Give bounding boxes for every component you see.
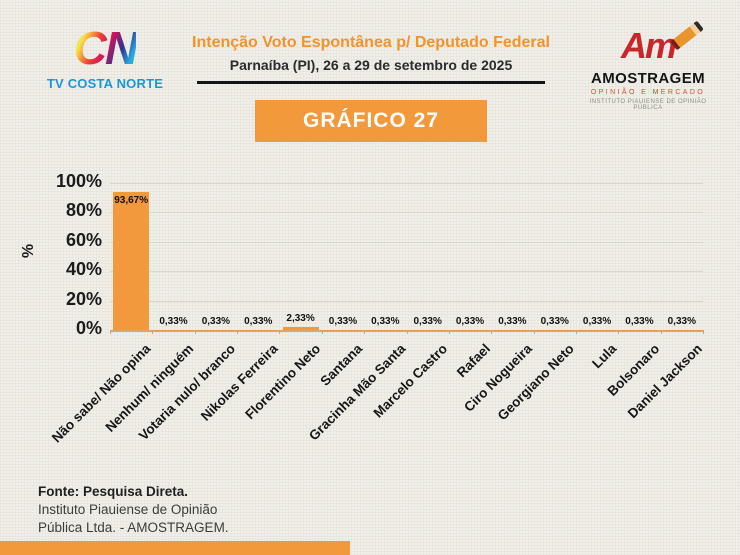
x-axis-tick xyxy=(575,330,577,334)
bar-value-label: 0,33% xyxy=(582,315,612,327)
institute-subtext: INSTITUTO PIAUIENSE DE OPINIÃO PÚBLICA xyxy=(589,99,707,111)
x-axis-tick xyxy=(321,330,323,334)
x-axis-tick xyxy=(364,330,366,334)
x-axis-tick xyxy=(533,330,535,334)
institute-tagline: OPINIÃO E MERCADO xyxy=(590,89,706,96)
bar-value-label: 0,33% xyxy=(413,315,442,327)
bar xyxy=(282,326,319,330)
y-tick-label: 80% xyxy=(65,200,102,221)
x-axis-tick xyxy=(703,330,704,334)
source-note: Fonte: Pesquisa Direta. Instituto Piauie… xyxy=(38,483,229,537)
station-logo: CN TV COSTA NORTE xyxy=(38,22,172,91)
x-axis-tick xyxy=(237,330,239,334)
bar-value-label: 93,67% xyxy=(114,195,149,207)
category-label: Lula xyxy=(589,341,620,372)
y-tick-label: 20% xyxy=(65,288,102,309)
cn-monogram-icon: CN xyxy=(73,22,138,74)
bottom-accent-bar xyxy=(0,541,350,555)
category-label: Rafael xyxy=(453,341,493,381)
page-subtitle: Parnaíba (PI), 26 a 29 de setembro de 20… xyxy=(229,57,513,73)
bar-value-label: 0,33% xyxy=(159,315,188,327)
page-title: Intenção Voto Espontânea p/ Deputado Fed… xyxy=(192,34,550,51)
gridline xyxy=(110,183,703,184)
x-axis-tick xyxy=(152,330,154,334)
gridline xyxy=(110,300,703,302)
bar-value-label: 0,33% xyxy=(244,315,273,327)
am-monogram-icon: Am xyxy=(620,25,677,66)
x-axis-tick xyxy=(491,330,493,334)
header-title-block: Intenção Voto Espontânea p/ Deputado Fed… xyxy=(154,34,588,84)
institute-name: AMOSTRAGEM xyxy=(591,70,705,87)
station-name: TV COSTA NORTE xyxy=(46,76,164,91)
chart-number-banner: GRÁFICO 27 xyxy=(255,100,487,142)
x-axis-tick xyxy=(194,330,196,334)
x-axis-tick xyxy=(448,330,450,334)
institute-logo: Am AMOSTRAGEM OPINIÃO E MERCADO INSTITUT… xyxy=(578,20,718,111)
institute-monogram-row: Am xyxy=(578,20,718,72)
bar-value-label: 2,33% xyxy=(286,312,315,324)
category-label: Daniel Jackson xyxy=(624,341,705,422)
x-axis-tick xyxy=(279,330,281,334)
y-tick-label: 100% xyxy=(55,171,102,191)
category-label: Florentino Neto xyxy=(242,341,324,423)
bar-value-label: 0,33% xyxy=(667,315,696,327)
bar-value-label: 0,33% xyxy=(371,315,400,327)
source-line: Pública Ltda. - AMOSTRAGEM. xyxy=(38,520,229,535)
source-title: Fonte: Pesquisa Direta. xyxy=(38,484,189,499)
x-axis-tick xyxy=(618,330,620,334)
bar xyxy=(113,192,150,330)
header-divider xyxy=(197,81,545,84)
y-tick-label: 60% xyxy=(65,229,102,250)
gridline xyxy=(110,271,703,273)
y-tick-label: 40% xyxy=(65,259,102,280)
category-label: Marcelo Castro xyxy=(370,341,451,421)
x-axis-tick xyxy=(406,330,408,334)
x-axis-tick xyxy=(110,330,111,334)
bar-value-label: 0,33% xyxy=(498,315,527,327)
bar-value-label: 0,33% xyxy=(540,315,569,327)
gridline xyxy=(110,241,703,243)
bar-value-label: 0,33% xyxy=(625,315,654,327)
x-axis-tick xyxy=(660,330,662,334)
category-label: Georgiano Neto xyxy=(495,341,578,424)
category-label: Nikolas Ferreira xyxy=(198,341,281,424)
bar-value-label: 0,33% xyxy=(328,315,358,327)
source-line: Instituto Piauiense de Opinião xyxy=(38,502,218,517)
bar-value-label: 0,33% xyxy=(455,315,485,327)
gridline xyxy=(110,212,703,214)
y-tick-label: 0% xyxy=(75,318,102,338)
bar-value-label: 0,33% xyxy=(201,315,231,327)
